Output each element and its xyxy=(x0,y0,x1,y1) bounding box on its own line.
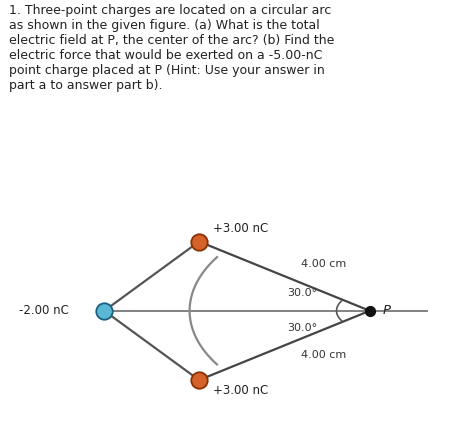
Text: 1. Three-point charges are located on a circular arc
as shown in the given figur: 1. Three-point charges are located on a … xyxy=(9,4,335,92)
Text: 30.0°: 30.0° xyxy=(287,323,317,333)
Point xyxy=(100,307,108,314)
Text: P: P xyxy=(383,304,391,317)
Text: +3.00 nC: +3.00 nC xyxy=(213,222,269,235)
Point xyxy=(195,377,203,384)
Text: 4.00 cm: 4.00 cm xyxy=(301,259,346,269)
Point xyxy=(366,307,374,314)
Text: +3.00 nC: +3.00 nC xyxy=(213,384,269,397)
Point xyxy=(195,238,203,245)
Text: -2.00 nC: -2.00 nC xyxy=(19,304,69,317)
Text: 4.00 cm: 4.00 cm xyxy=(301,350,346,360)
Text: 30.0°: 30.0° xyxy=(287,289,317,298)
